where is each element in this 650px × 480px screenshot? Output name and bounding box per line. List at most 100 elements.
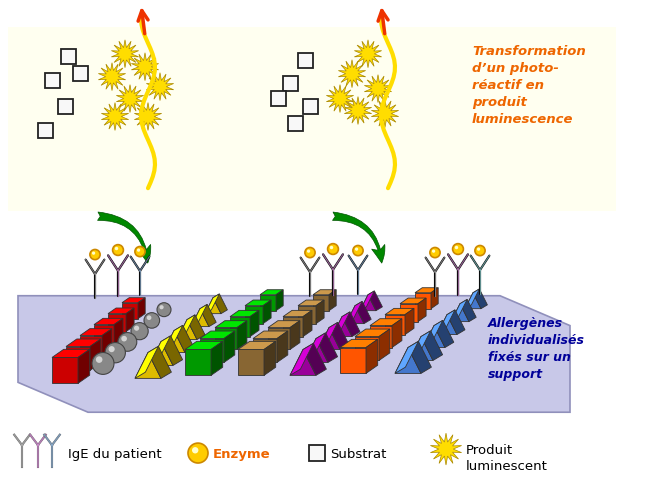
Polygon shape (161, 336, 183, 366)
Polygon shape (238, 342, 276, 350)
Polygon shape (205, 298, 221, 314)
Polygon shape (52, 349, 90, 358)
FancyArrowPatch shape (98, 213, 151, 264)
Polygon shape (263, 300, 271, 324)
Polygon shape (313, 290, 336, 295)
Polygon shape (122, 298, 145, 303)
Polygon shape (329, 323, 349, 350)
Polygon shape (149, 342, 173, 366)
Polygon shape (354, 41, 382, 69)
Polygon shape (447, 310, 465, 335)
Bar (57, 100, 73, 115)
Polygon shape (131, 54, 159, 82)
Polygon shape (80, 336, 102, 358)
Polygon shape (465, 289, 480, 309)
Polygon shape (385, 309, 414, 315)
Circle shape (455, 246, 458, 250)
Polygon shape (395, 342, 419, 373)
Polygon shape (283, 311, 312, 317)
Polygon shape (346, 306, 364, 324)
Polygon shape (260, 295, 276, 311)
Polygon shape (191, 309, 209, 327)
Polygon shape (230, 311, 259, 317)
Text: IgE du patient: IgE du patient (68, 446, 162, 459)
Polygon shape (98, 63, 125, 91)
Circle shape (118, 333, 136, 351)
Polygon shape (205, 294, 220, 314)
Polygon shape (163, 331, 185, 353)
Circle shape (109, 347, 114, 352)
Circle shape (355, 248, 358, 251)
Polygon shape (200, 331, 235, 339)
Polygon shape (18, 296, 570, 412)
Polygon shape (52, 358, 78, 384)
Polygon shape (434, 321, 454, 348)
Circle shape (90, 250, 100, 260)
Circle shape (115, 247, 118, 251)
Polygon shape (430, 433, 461, 465)
Bar (44, 74, 60, 89)
Polygon shape (346, 302, 362, 324)
Polygon shape (409, 337, 433, 360)
Polygon shape (66, 339, 101, 347)
Polygon shape (316, 333, 337, 363)
Polygon shape (215, 328, 237, 350)
Circle shape (475, 246, 485, 256)
Polygon shape (368, 291, 382, 311)
Bar (298, 54, 313, 69)
Polygon shape (200, 339, 224, 363)
Text: Transformation
d’un photo-
réactif en
produit
luminescence: Transformation d’un photo- réactif en pr… (472, 45, 586, 126)
Polygon shape (415, 288, 438, 293)
Polygon shape (303, 344, 326, 376)
Text: Enzyme: Enzyme (213, 446, 270, 459)
Polygon shape (465, 293, 481, 309)
Circle shape (159, 305, 164, 310)
Polygon shape (138, 298, 145, 319)
Polygon shape (148, 347, 172, 379)
Polygon shape (122, 303, 138, 319)
Polygon shape (174, 325, 194, 353)
Polygon shape (135, 353, 161, 379)
Polygon shape (290, 321, 300, 350)
Circle shape (92, 353, 114, 374)
Polygon shape (355, 302, 371, 324)
Circle shape (112, 245, 124, 256)
Polygon shape (316, 300, 324, 324)
Polygon shape (253, 339, 277, 363)
Polygon shape (102, 329, 112, 358)
Polygon shape (211, 342, 223, 376)
Polygon shape (200, 305, 216, 327)
Polygon shape (245, 300, 271, 306)
Polygon shape (355, 337, 379, 360)
Polygon shape (318, 328, 340, 350)
Polygon shape (290, 344, 313, 376)
Polygon shape (111, 41, 138, 69)
Polygon shape (400, 299, 426, 304)
Polygon shape (400, 304, 418, 322)
Bar (73, 67, 88, 82)
Polygon shape (135, 103, 162, 131)
Polygon shape (163, 325, 183, 353)
Polygon shape (108, 308, 134, 314)
Polygon shape (392, 319, 402, 348)
Polygon shape (418, 299, 426, 322)
Polygon shape (409, 331, 430, 360)
Bar (38, 124, 53, 139)
Circle shape (137, 249, 140, 252)
Polygon shape (94, 325, 114, 345)
Circle shape (135, 247, 145, 257)
Polygon shape (283, 317, 303, 337)
Polygon shape (329, 290, 336, 311)
Polygon shape (395, 348, 421, 373)
Polygon shape (126, 308, 134, 332)
Polygon shape (135, 347, 159, 379)
Bar (270, 92, 285, 107)
Circle shape (452, 244, 463, 255)
Text: Substrat: Substrat (330, 446, 386, 459)
Polygon shape (253, 331, 288, 339)
Polygon shape (370, 326, 392, 348)
Polygon shape (431, 288, 438, 309)
Polygon shape (146, 73, 174, 101)
Text: Allergènes
individualisés
fixés sur un
support: Allergènes individualisés fixés sur un s… (488, 316, 585, 380)
Polygon shape (365, 75, 392, 103)
